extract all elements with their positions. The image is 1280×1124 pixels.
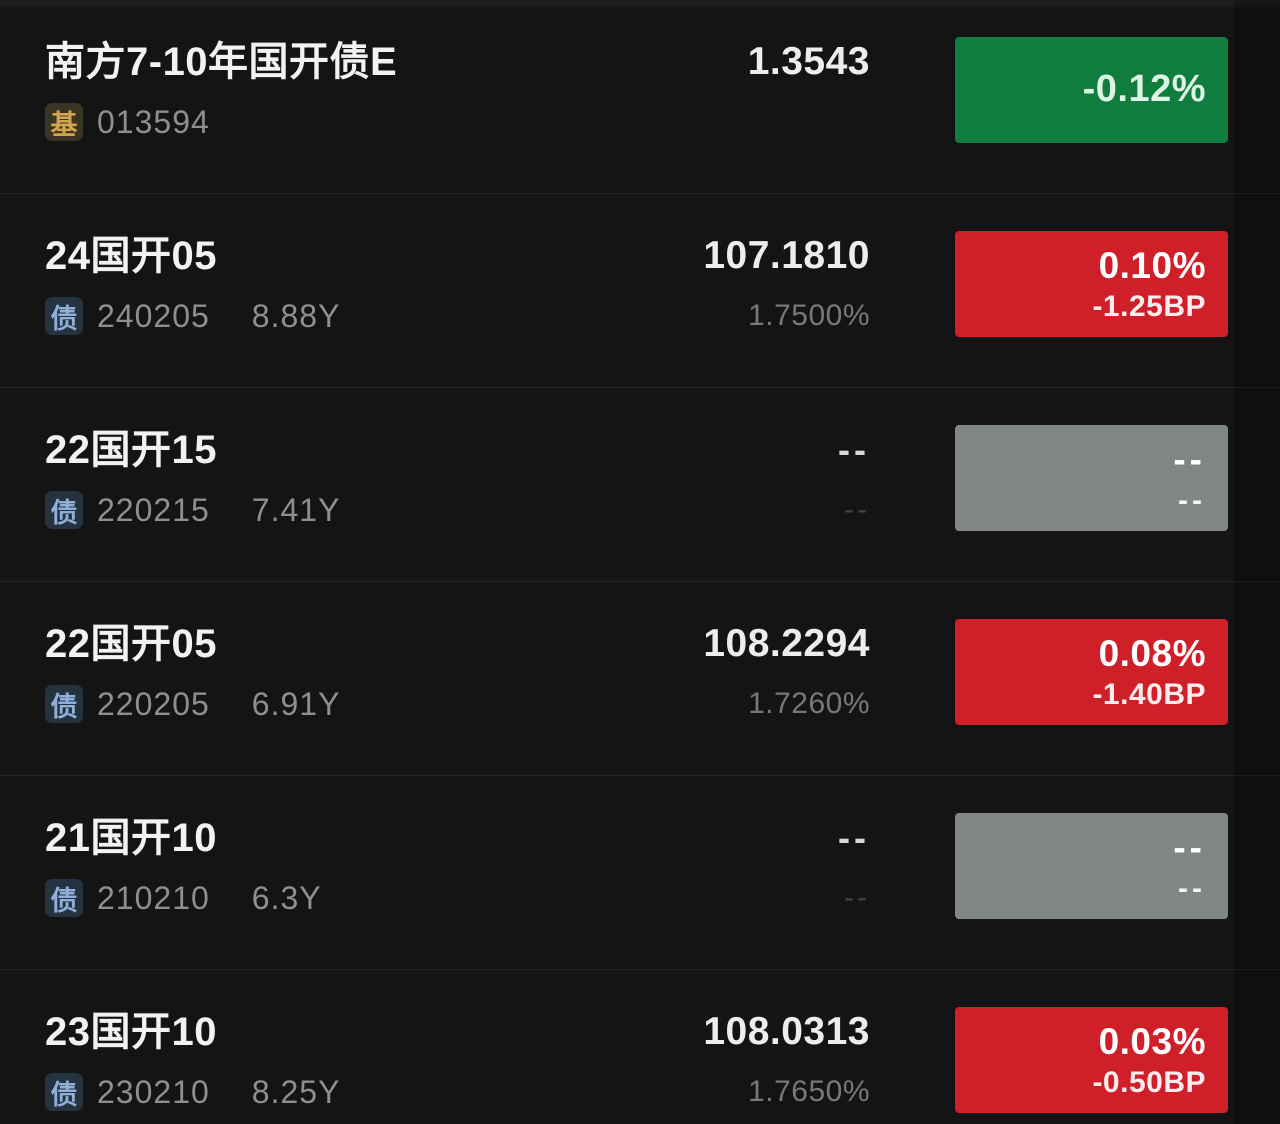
instrument-name: 23国开10	[45, 1010, 217, 1054]
instrument-code: 013594	[97, 103, 210, 140]
last-price: 107.1810	[703, 234, 870, 277]
change-percent: --	[1173, 826, 1206, 868]
change-percent: -0.12%	[1082, 68, 1206, 111]
yield-value: 1.7500%	[748, 299, 870, 332]
instrument-meta: 债 220205 6.91Y	[45, 682, 703, 726]
last-price: --	[838, 429, 870, 470]
watchlist-row-013594[interactable]: 南方7-10年国开债E 基 013594 1.3543 -0.12%	[0, 0, 1280, 194]
watchlist-row-220205[interactable]: 22国开05 债 220205 6.91Y 108.2294 1.7260% 0…	[0, 582, 1280, 776]
instrument-duration: 6.91Y	[251, 685, 341, 722]
instrument-type-tag: 债	[45, 685, 83, 723]
instrument-meta: 债 240205 8.88Y	[45, 294, 703, 338]
instrument-duration: 8.25Y	[251, 1073, 341, 1110]
change-bp: -1.25BP	[1092, 290, 1206, 324]
change-bp: -1.40BP	[1092, 678, 1206, 712]
instrument-name: 南方7-10年国开债E	[45, 40, 398, 84]
instrument-code: 230210	[97, 1073, 210, 1110]
instrument-type-tag: 债	[45, 297, 83, 335]
instrument-type-tag: 债	[45, 879, 83, 917]
yield-value: 1.7650%	[748, 1075, 870, 1108]
watchlist-row-220215[interactable]: 22国开15 债 220215 7.41Y -- -- -- --	[0, 388, 1280, 582]
instrument-name: 21国开10	[45, 816, 217, 860]
change-bp: --	[1178, 484, 1206, 518]
change-percent: 0.03%	[1098, 1020, 1206, 1062]
last-price: 108.0313	[703, 1010, 870, 1053]
change-badge[interactable]: -- --	[955, 813, 1228, 919]
instrument-duration: 6.3Y	[251, 879, 322, 916]
change-bp: -0.50BP	[1092, 1066, 1206, 1100]
instrument-code: 210210	[97, 879, 210, 916]
instrument-type-tag: 债	[45, 491, 83, 529]
change-bp: --	[1178, 872, 1206, 906]
instrument-type-tag: 基	[45, 103, 83, 141]
instrument-name: 24国开05	[45, 234, 217, 278]
instrument-duration: 8.88Y	[251, 297, 341, 334]
instrument-meta: 债 230210 8.25Y	[45, 1070, 703, 1114]
instrument-name: 22国开15	[45, 428, 217, 472]
yield-value: --	[844, 493, 870, 526]
change-badge[interactable]: -0.12%	[955, 37, 1228, 143]
instrument-code: 240205	[97, 297, 210, 334]
last-price: 1.3543	[747, 40, 870, 83]
change-badge[interactable]: 0.10% -1.25BP	[955, 231, 1228, 337]
instrument-meta: 债 210210 6.3Y	[45, 876, 838, 920]
instrument-code: 220205	[97, 685, 210, 722]
instrument-meta: 基 013594	[45, 100, 748, 144]
watchlist-row-230210[interactable]: 23国开10 债 230210 8.25Y 108.0313 1.7650% 0…	[0, 970, 1280, 1124]
yield-value: 1.7260%	[748, 687, 870, 720]
change-percent: 0.10%	[1098, 244, 1206, 286]
change-percent: --	[1173, 438, 1206, 480]
instrument-meta: 债 220215 7.41Y	[45, 488, 838, 532]
last-price: 108.2294	[703, 622, 870, 665]
instrument-duration: 7.41Y	[251, 491, 341, 528]
last-price: --	[838, 817, 870, 858]
change-badge[interactable]: -- --	[955, 425, 1228, 531]
change-badge[interactable]: 0.03% -0.50BP	[955, 1007, 1228, 1113]
instrument-type-tag: 债	[45, 1073, 83, 1111]
watchlist-row-240205[interactable]: 24国开05 债 240205 8.88Y 107.1810 1.7500% 0…	[0, 194, 1280, 388]
watchlist-row-210210[interactable]: 21国开10 债 210210 6.3Y -- -- -- --	[0, 776, 1280, 970]
instrument-code: 220215	[97, 491, 210, 528]
change-percent: 0.08%	[1098, 632, 1206, 674]
change-badge[interactable]: 0.08% -1.40BP	[955, 619, 1228, 725]
yield-value: --	[844, 881, 870, 914]
instrument-name: 22国开05	[45, 622, 217, 666]
